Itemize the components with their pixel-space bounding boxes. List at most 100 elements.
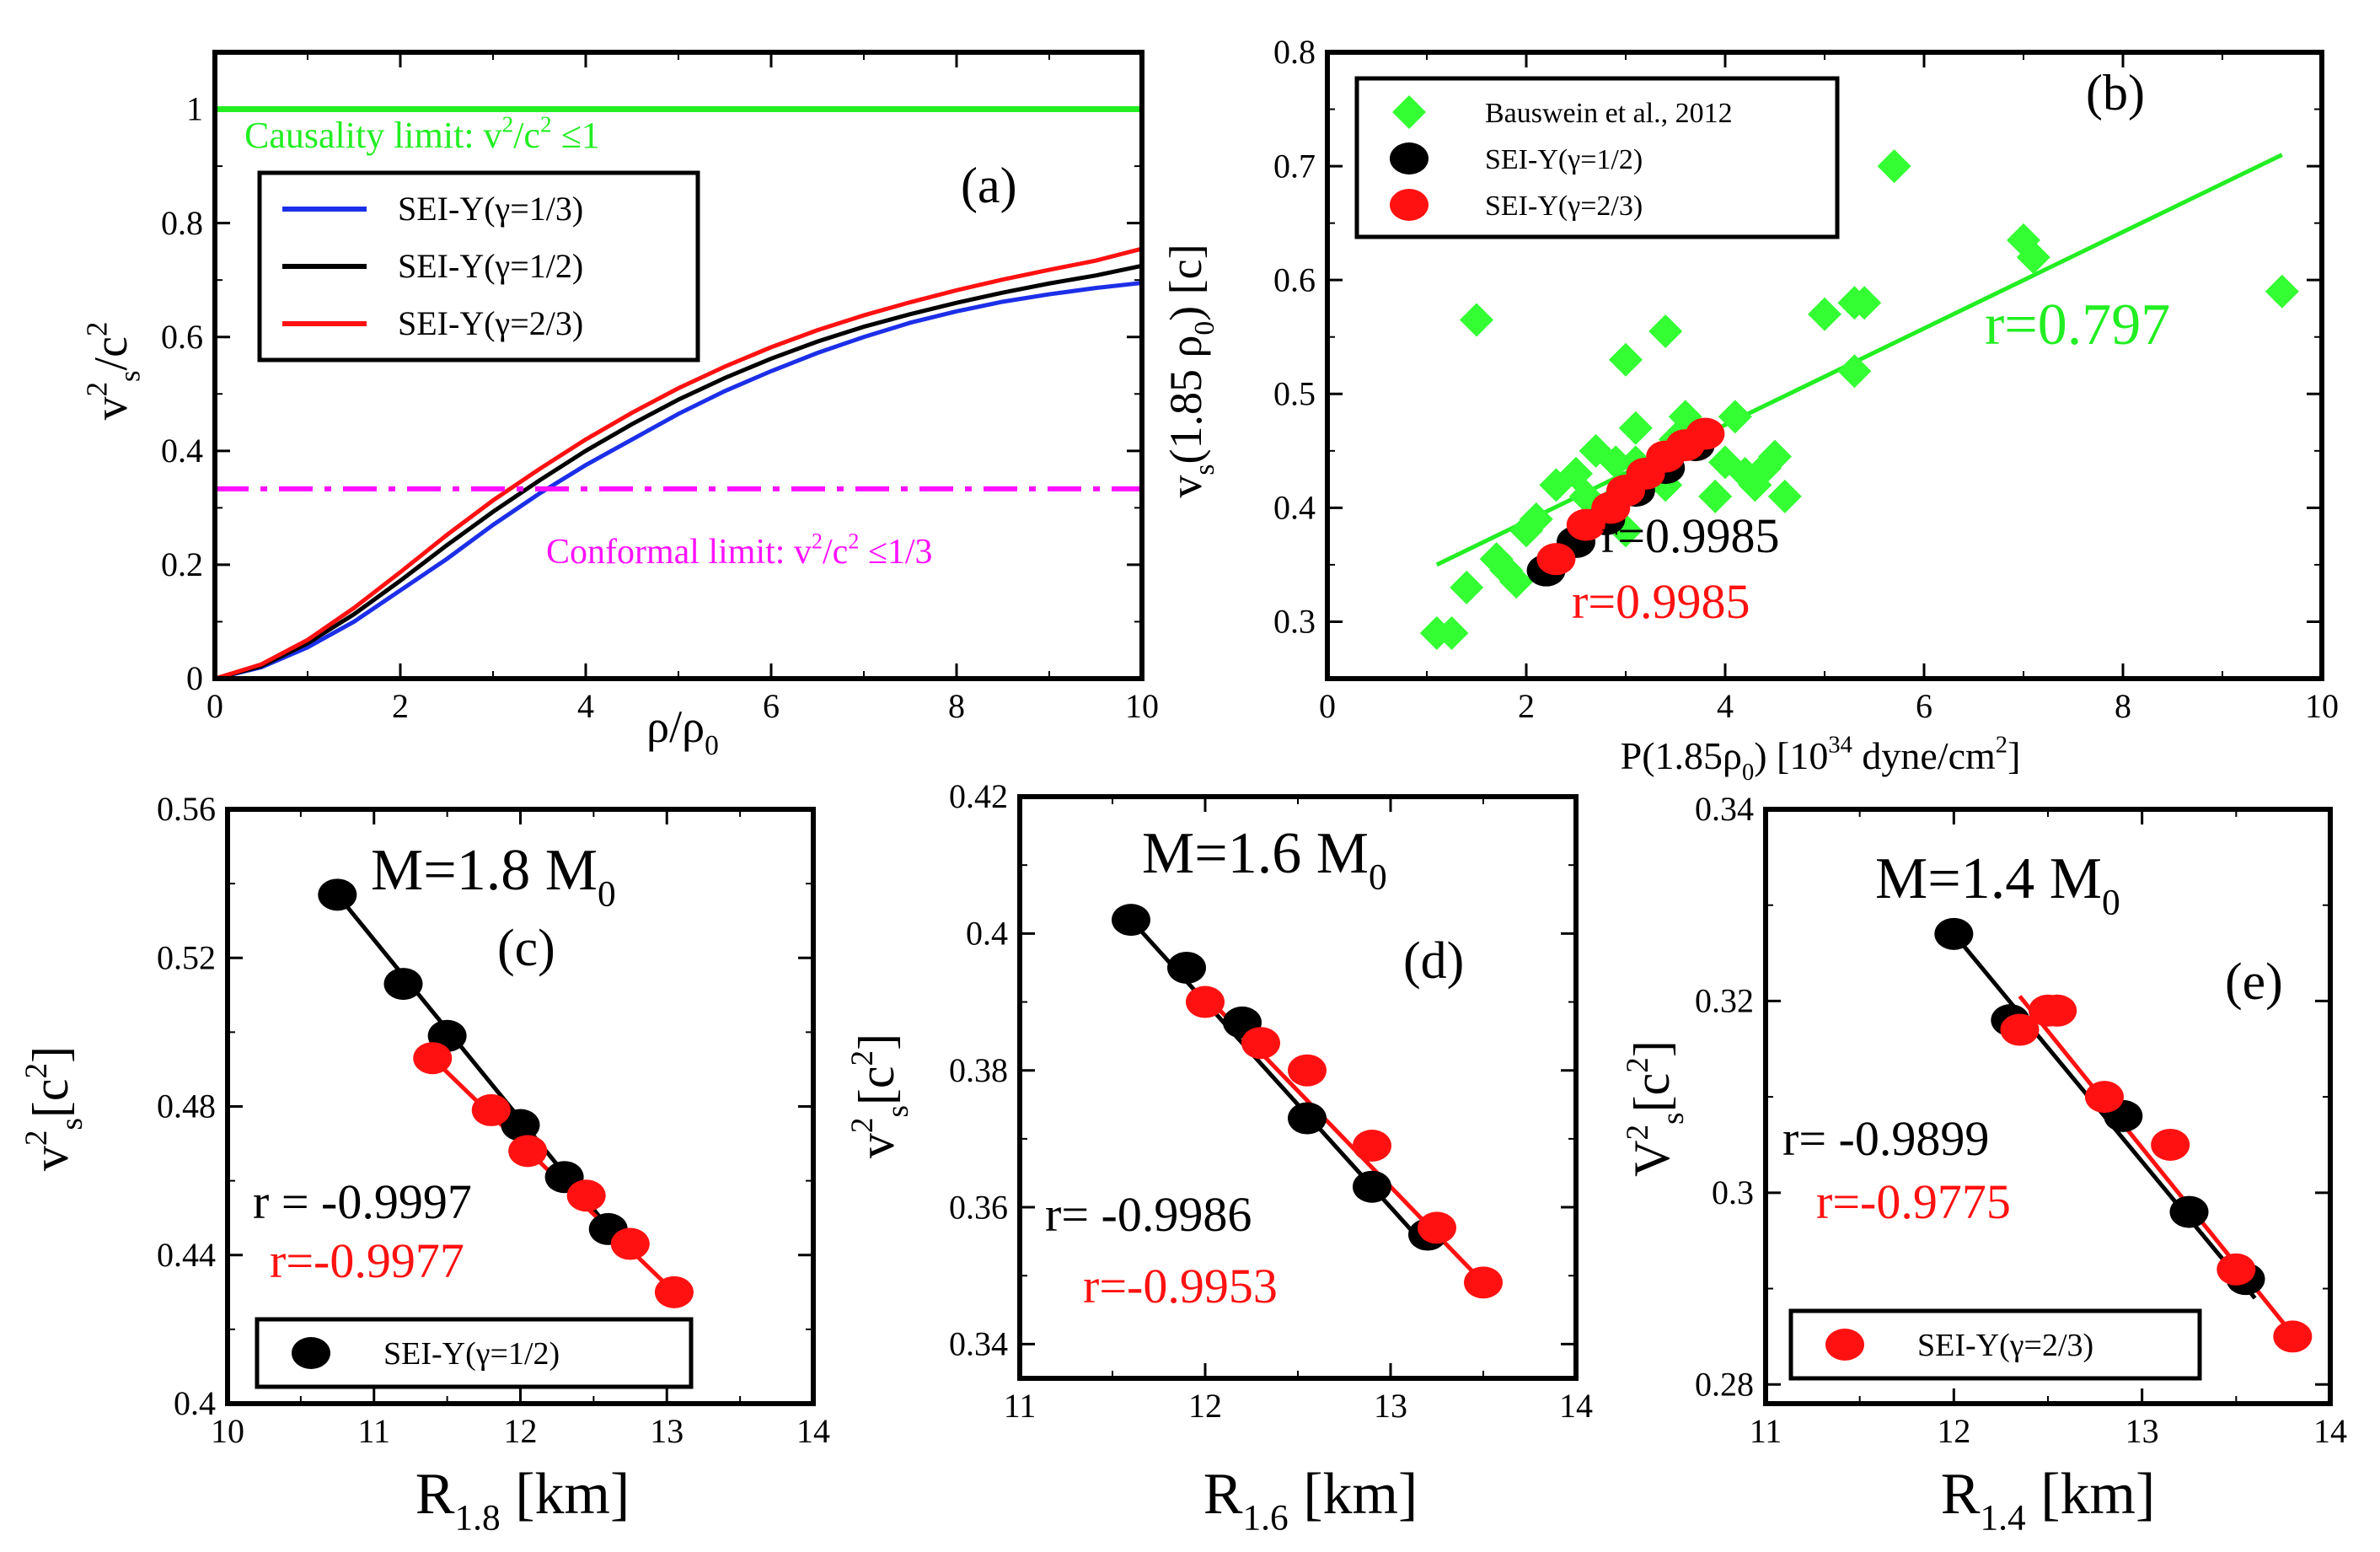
panel-label-a: (a) — [961, 158, 1017, 213]
causality-label: Causality limit: v2/c2 ≤1 — [244, 112, 600, 156]
y-axis-label-part: V — [1624, 1140, 1680, 1176]
causality-label-part: 2 — [502, 112, 514, 137]
y-tick-label: 0.42 — [949, 777, 1008, 815]
y-tick-label: 0.44 — [157, 1236, 216, 1274]
x-axis-label-part: [km] — [1289, 1462, 1418, 1527]
y-axis-label-part: v — [23, 1146, 78, 1171]
panel-label-e: (e) — [2225, 953, 2283, 1011]
sei-twothirds-point — [2217, 1253, 2256, 1286]
y-tick-label: 0.2 — [161, 545, 203, 583]
sei-twothirds-point — [471, 1093, 511, 1126]
x-tick-label: 10 — [2305, 687, 2339, 725]
x-tick-label: 12 — [1937, 1412, 1970, 1450]
y-axis-label: v2s[c2] — [845, 1034, 915, 1158]
causality-label-part: 2 — [540, 112, 552, 137]
y-tick-label: 0.4 — [966, 915, 1008, 953]
r-twothirds: r=0.9985 — [1572, 574, 1750, 629]
x-tick-label: 8 — [2115, 687, 2131, 725]
conformal-label-part: 2 — [812, 529, 823, 553]
sei-twothirds-point — [508, 1135, 548, 1168]
y-tick-label: 0.36 — [949, 1188, 1008, 1226]
x-axis-label-part: R — [1203, 1462, 1243, 1527]
y-axis-label-part: [c — [1624, 1073, 1680, 1113]
y-tick-label: 0.7 — [1273, 147, 1316, 185]
x-tick-label: 0 — [1319, 687, 1336, 725]
x-tick-label: 11 — [357, 1412, 390, 1450]
y-axis-label: v2s/c2 — [80, 322, 146, 421]
y-tick-label: 0.28 — [1695, 1365, 1754, 1403]
y-tick-label: 0.34 — [1695, 790, 1754, 828]
y-tick-label: 0.4 — [174, 1384, 216, 1422]
sei-twothirds-point — [1536, 543, 1576, 576]
y-axis-label-part: ] — [1624, 1040, 1680, 1057]
y-tick-label: 0.38 — [949, 1051, 1008, 1089]
y-axis-label-part: ] — [23, 1046, 78, 1063]
y-axis-label-part: [c — [849, 1066, 904, 1105]
x-tick-label: 8 — [948, 687, 965, 725]
panel-title-part: 0 — [2102, 883, 2120, 923]
bauswein-point — [1877, 149, 1911, 184]
x-tick-label: 12 — [1188, 1387, 1222, 1425]
x-axis-label-part: 0 — [705, 730, 719, 761]
y-tick-label: 0.5 — [1273, 374, 1316, 412]
fit-line-1 — [2018, 995, 2304, 1348]
x-axis-label-part: 0 — [1742, 760, 1754, 786]
plot-frame — [225, 807, 816, 1406]
panel-title: M=1.4 M0 — [1875, 846, 2120, 923]
sei-twothirds-point — [2085, 1081, 2124, 1114]
x-axis-label-part: 1.8 — [454, 1498, 500, 1539]
sei-twothirds-point — [413, 1042, 453, 1075]
sei-half-point — [501, 1109, 540, 1141]
bauswein-point — [1599, 445, 1633, 480]
y-axis-label-part: s — [881, 1105, 915, 1117]
plot-frame — [1017, 794, 1579, 1381]
r-red: r=-0.9977 — [270, 1233, 464, 1288]
x-tick-label: 11 — [1750, 1412, 1782, 1450]
bauswein-point — [1648, 314, 1683, 348]
sei-half-point — [1288, 1102, 1327, 1135]
bauswein-point — [1434, 615, 1469, 650]
sei-half-point — [318, 878, 357, 911]
y-tick-label: 0.34 — [949, 1325, 1008, 1363]
x-axis-label: P(1.85ρ0) [1034 dyne/cm2] — [1621, 733, 2021, 786]
sei-twothirds-point — [1464, 1266, 1503, 1299]
y-axis-label: vs(1.85 ρ0) [c] — [1161, 244, 1220, 497]
r-bauswein: r=0.797 — [1985, 293, 2170, 357]
x-axis-label-part: ρ/ρ — [646, 701, 705, 752]
panel-label-d: (d) — [1403, 932, 1464, 990]
panel-title-part: M=1.4 M — [1875, 846, 2102, 911]
bauswein-point — [1618, 411, 1653, 445]
x-axis-label-part: R — [1941, 1462, 1981, 1527]
sei-half-point — [1934, 917, 1974, 950]
x-tick-label: 13 — [650, 1412, 683, 1450]
conformal-label: Conformal limit: v2/c2 ≤1/3 — [546, 529, 933, 572]
x-axis-label-part: dyne/cm — [1852, 734, 1996, 777]
y-tick-label: 0.6 — [1273, 260, 1316, 298]
y-axis-label-part: 2 — [845, 1118, 880, 1134]
panel-d: 11 12 13 14 0.34 0.36 0.38 0.4 0.42 M=1.6 M0 (d) r=… — [845, 777, 1593, 1538]
x-axis-label: R1.4 [km] — [1941, 1462, 2156, 1539]
y-axis-label-part: 2 — [1621, 1057, 1655, 1073]
conformal-label-part: ≤1/3 — [859, 533, 932, 572]
legend-label: Bauswein et al., 2012 — [1485, 98, 1733, 129]
bauswein-point — [1758, 439, 1792, 474]
x-axis-label-part: R — [415, 1462, 455, 1527]
panel-title: M=1.6 M0 — [1142, 821, 1387, 898]
r-black: r= -0.9899 — [1782, 1111, 1989, 1166]
sei-half-point — [1112, 904, 1150, 937]
panel-title: M=1.8 M0 — [371, 838, 616, 915]
r-black: r = -0.9997 — [253, 1174, 472, 1229]
y-tick-label: 0.8 — [1273, 33, 1316, 71]
panel-c: 10 11 12 13 140.40.440.480.520.56M=1.8 M0(c)… — [19, 790, 830, 1538]
conformal-label-part: 2 — [848, 529, 859, 553]
panel-title-part: 0 — [1369, 857, 1387, 898]
y-axis-label-part: 2 — [845, 1050, 880, 1066]
y-tick-label: 0.3 — [1712, 1173, 1754, 1211]
bauswein-point — [1808, 297, 1841, 331]
sei-twothirds-point — [566, 1179, 606, 1212]
y-tick-label: 1 — [186, 90, 203, 128]
conformal-label-part: /c — [823, 533, 848, 572]
bauswein-point — [1460, 303, 1493, 337]
curve-0 — [214, 281, 1143, 681]
y-tick-label: 0.4 — [161, 432, 203, 470]
